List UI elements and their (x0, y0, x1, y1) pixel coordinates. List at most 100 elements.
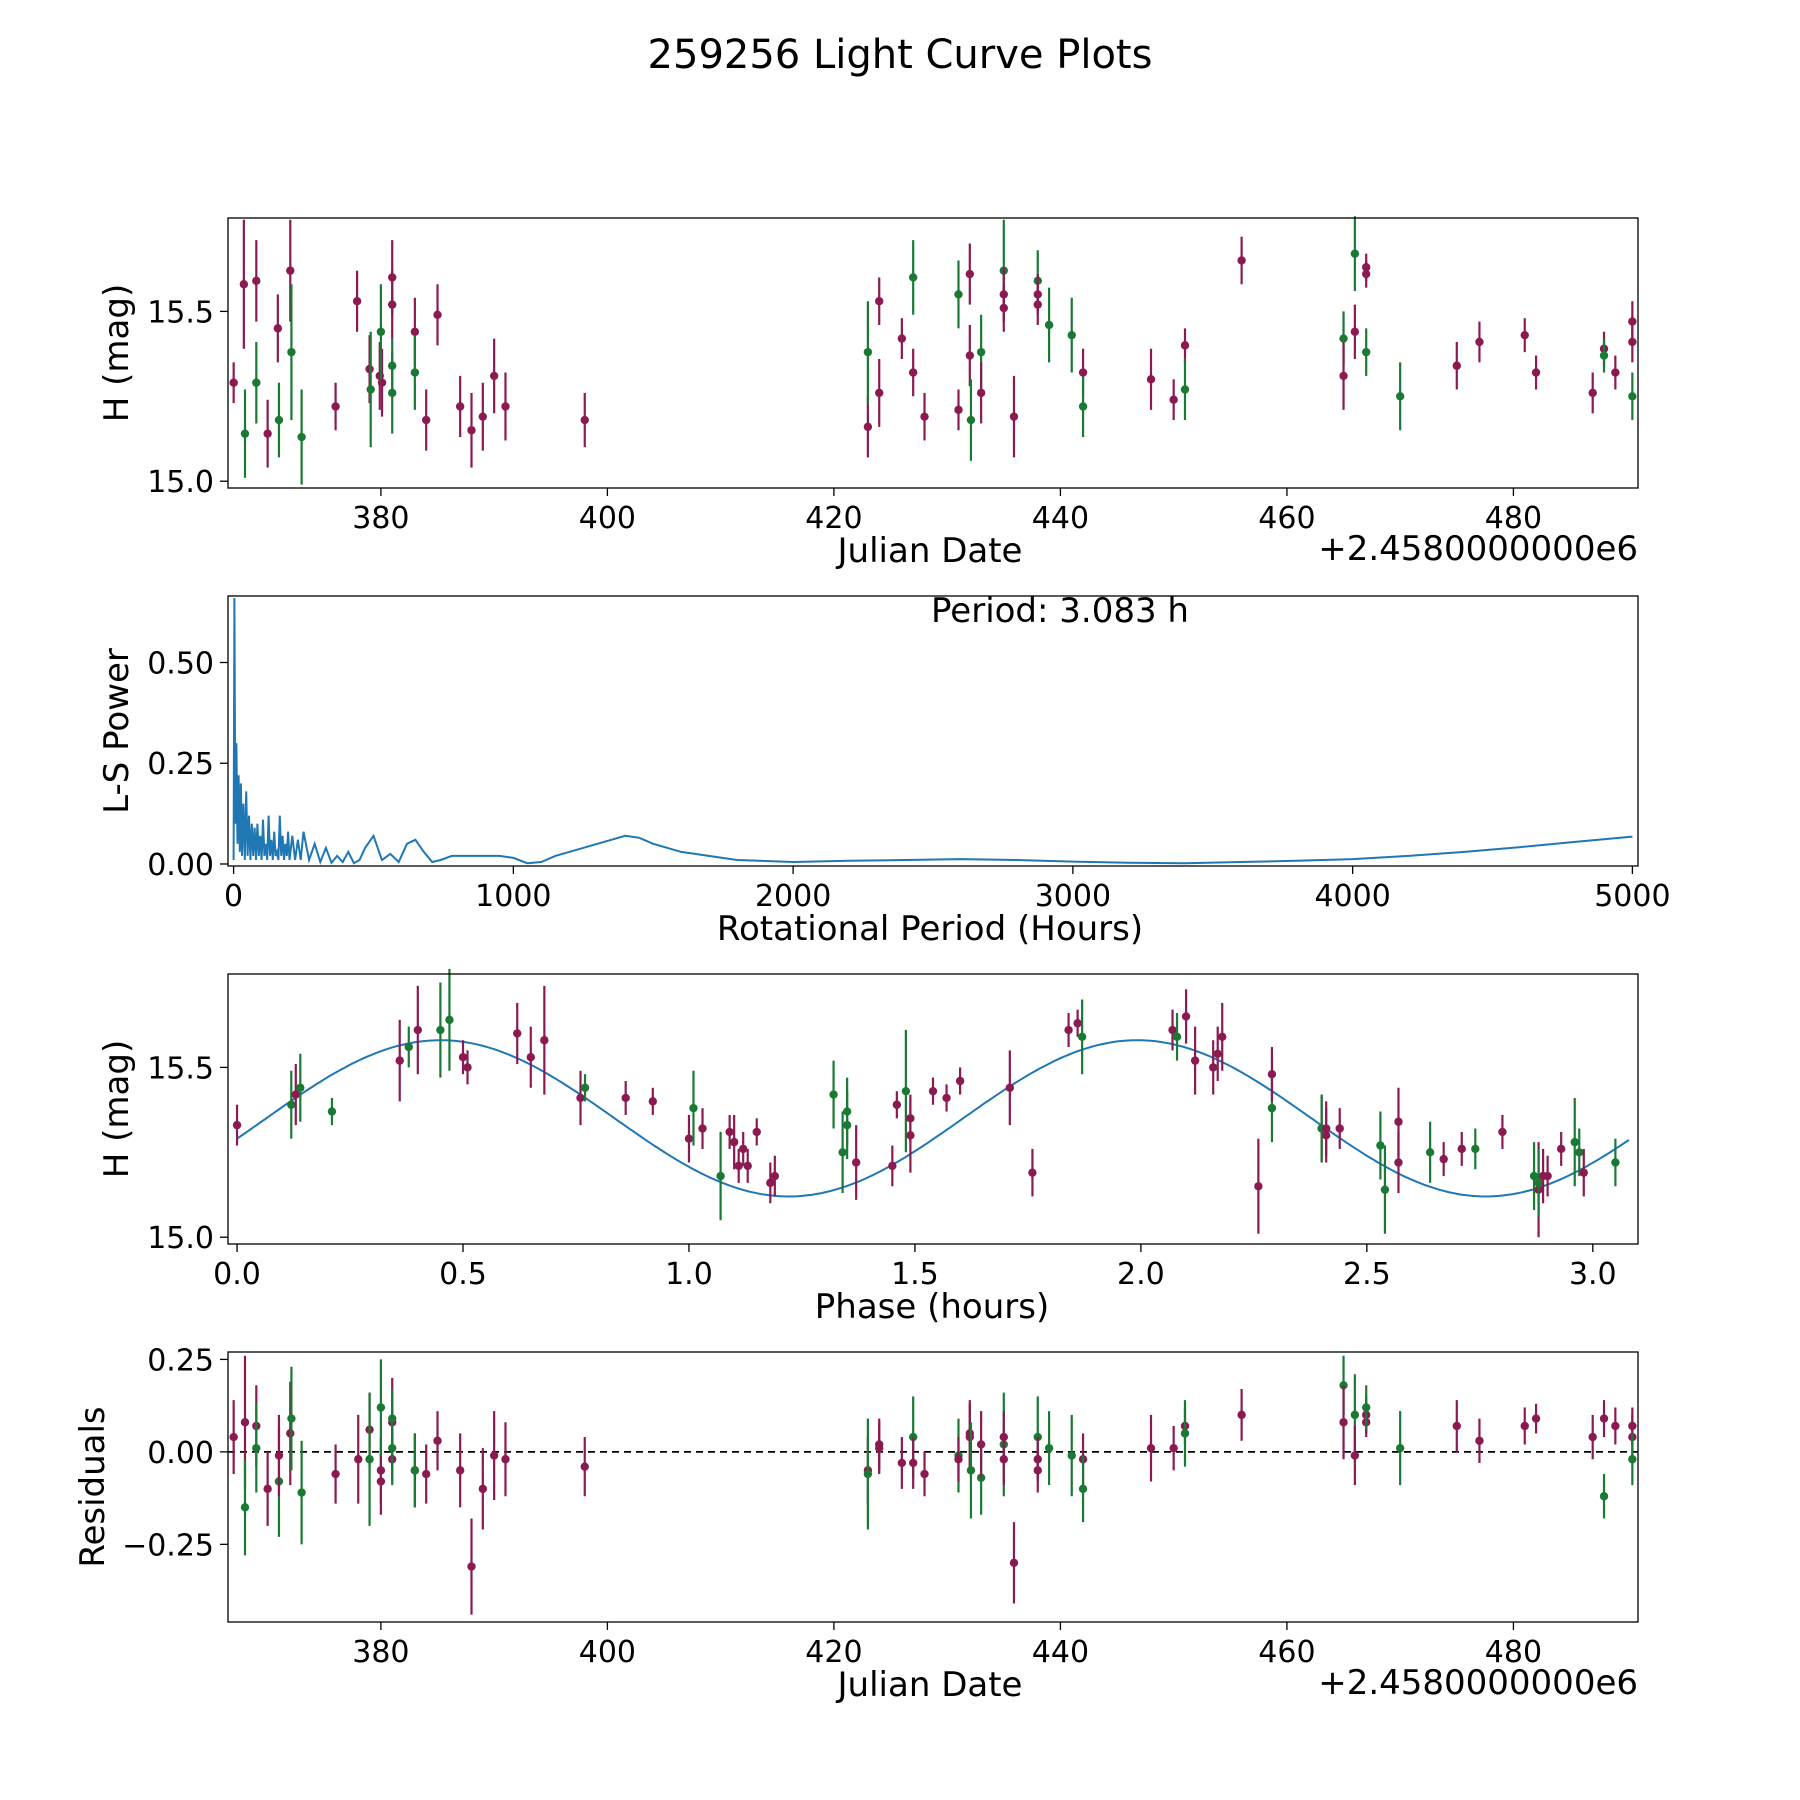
light-curve-point (580, 415, 589, 425)
periodogram-ticks: 0 1000 2000 3000 4000 5000 0.00 0.25 0.50 (147, 646, 1670, 914)
phased-point (296, 1083, 305, 1092)
phased-point (540, 1036, 549, 1045)
phased-point (526, 1053, 535, 1062)
light-curve-point (297, 432, 306, 442)
light-curve-point (1395, 392, 1405, 401)
light-curve-xlabel: Julian Date (836, 531, 1023, 571)
residuals-point (287, 1414, 296, 1423)
residuals-point (1628, 1455, 1637, 1464)
light-curve-point (501, 402, 510, 411)
light-curve-point (229, 378, 238, 387)
residuals-panel: 380 400 420 440 460 480 0.25 0.00 −0.25 Julian D… (73, 1343, 1639, 1705)
phased-point (1064, 1025, 1073, 1035)
periodogram-xtick-label: 0 (224, 879, 243, 914)
phased-point (1208, 1063, 1218, 1072)
phased-panel: 0.0 0.5 1.0 1.5 2.0 2.5 3.0 15.0 15.5 Phase (hou… (97, 968, 1639, 1327)
residuals-point (331, 1469, 340, 1479)
phased-xtick-label: 0.5 (439, 1257, 487, 1292)
light-curve-xtick-label: 460 (1258, 501, 1315, 536)
residuals-point (501, 1455, 510, 1464)
periodogram-ytick-label: 0.50 (147, 646, 214, 681)
light-curve-ylabel: H (mag) (97, 284, 137, 422)
periodogram-xtick-label: 5000 (1594, 879, 1670, 914)
phased-point (1575, 1148, 1584, 1157)
phased-point (1267, 1103, 1277, 1113)
residuals-xlabel: Julian Date (836, 1665, 1023, 1705)
residuals-frame (227, 1351, 1639, 1623)
light-curve-point (1009, 412, 1019, 421)
phased-point (576, 1093, 585, 1103)
light-curve-point (1180, 385, 1190, 394)
light-curve-point (410, 327, 420, 336)
residuals-point (1169, 1443, 1178, 1453)
residuals-point (365, 1455, 374, 1464)
light-curve-point (908, 273, 918, 282)
phased-point (743, 1161, 752, 1171)
light-curve-point (239, 280, 249, 289)
periodogram-xtick-label: 2000 (755, 879, 831, 914)
periodogram-xtick-label: 4000 (1314, 879, 1390, 914)
residuals-point (908, 1458, 918, 1468)
residuals-xtick-label: 480 (1485, 1635, 1542, 1670)
phased-point (404, 1042, 413, 1052)
light-curve-point (1350, 327, 1360, 336)
light-curve-point (478, 412, 488, 421)
residuals-point (1180, 1429, 1190, 1438)
phased-point (1425, 1148, 1435, 1157)
residuals-point (410, 1466, 420, 1475)
periodogram-panel: 0 1000 2000 3000 4000 5000 0.00 0.25 0.50 Period… (97, 591, 1671, 949)
light-curve-point (920, 412, 929, 421)
residuals-ytick-label: 0.25 (147, 1343, 214, 1378)
periodogram-frame (227, 595, 1639, 867)
light-curve-xtick-label: 400 (579, 501, 636, 536)
residuals-point (1067, 1451, 1076, 1460)
light-curve-point (897, 334, 907, 343)
phased-point (734, 1161, 743, 1171)
phased-point (291, 1090, 300, 1099)
residuals-point (388, 1443, 397, 1453)
residuals-point (875, 1443, 884, 1453)
light-curve-point (965, 351, 975, 360)
light-curve-point (240, 429, 250, 438)
phased-point (1335, 1124, 1344, 1133)
residuals-xtick-label: 420 (805, 1635, 862, 1670)
phased-point (729, 1137, 739, 1147)
light-curve-point (1588, 388, 1597, 398)
residuals-point (976, 1440, 986, 1449)
light-curve-point (1350, 249, 1360, 258)
residuals-offset-text: +2.4580000000e6 (1318, 1663, 1638, 1703)
phased-point (1570, 1137, 1579, 1147)
light-curve-point (433, 310, 442, 319)
residuals-point (455, 1466, 465, 1475)
phased-point (287, 1100, 296, 1109)
residuals-plot-area (228, 1355, 1638, 1615)
light-curve-point (863, 422, 873, 432)
phased-point (689, 1103, 698, 1113)
phased-point (928, 1086, 938, 1096)
periodogram-xtick-label: 1000 (475, 879, 551, 914)
periodogram-line (232, 597, 1633, 866)
periodogram-ylabel: L-S Power (97, 648, 137, 814)
phased-point (1457, 1144, 1466, 1154)
light-curve-point (1611, 368, 1620, 377)
residuals-point (297, 1488, 306, 1497)
phased-point (1611, 1158, 1620, 1167)
phased-point (766, 1178, 775, 1188)
residuals-point (489, 1451, 499, 1460)
residuals-point (1395, 1443, 1405, 1453)
residuals-point (1033, 1466, 1042, 1475)
light-curve-point (467, 426, 476, 435)
light-curve-point (1475, 337, 1484, 347)
phased-point (1321, 1124, 1331, 1133)
phased-point (1168, 1025, 1177, 1035)
phased-frame (227, 973, 1639, 1245)
light-curve-ticks: 380 400 420 440 460 480 15.0 15.5 (147, 295, 1542, 536)
light-curve-point (376, 327, 386, 336)
residuals-point (1339, 1418, 1348, 1427)
phased-point (770, 1171, 780, 1181)
phased-point (580, 1083, 590, 1092)
residuals-point (1044, 1443, 1054, 1453)
light-curve-point (1339, 371, 1348, 381)
residuals-ytick-label: −0.25 (122, 1528, 214, 1563)
phased-point (738, 1144, 748, 1154)
